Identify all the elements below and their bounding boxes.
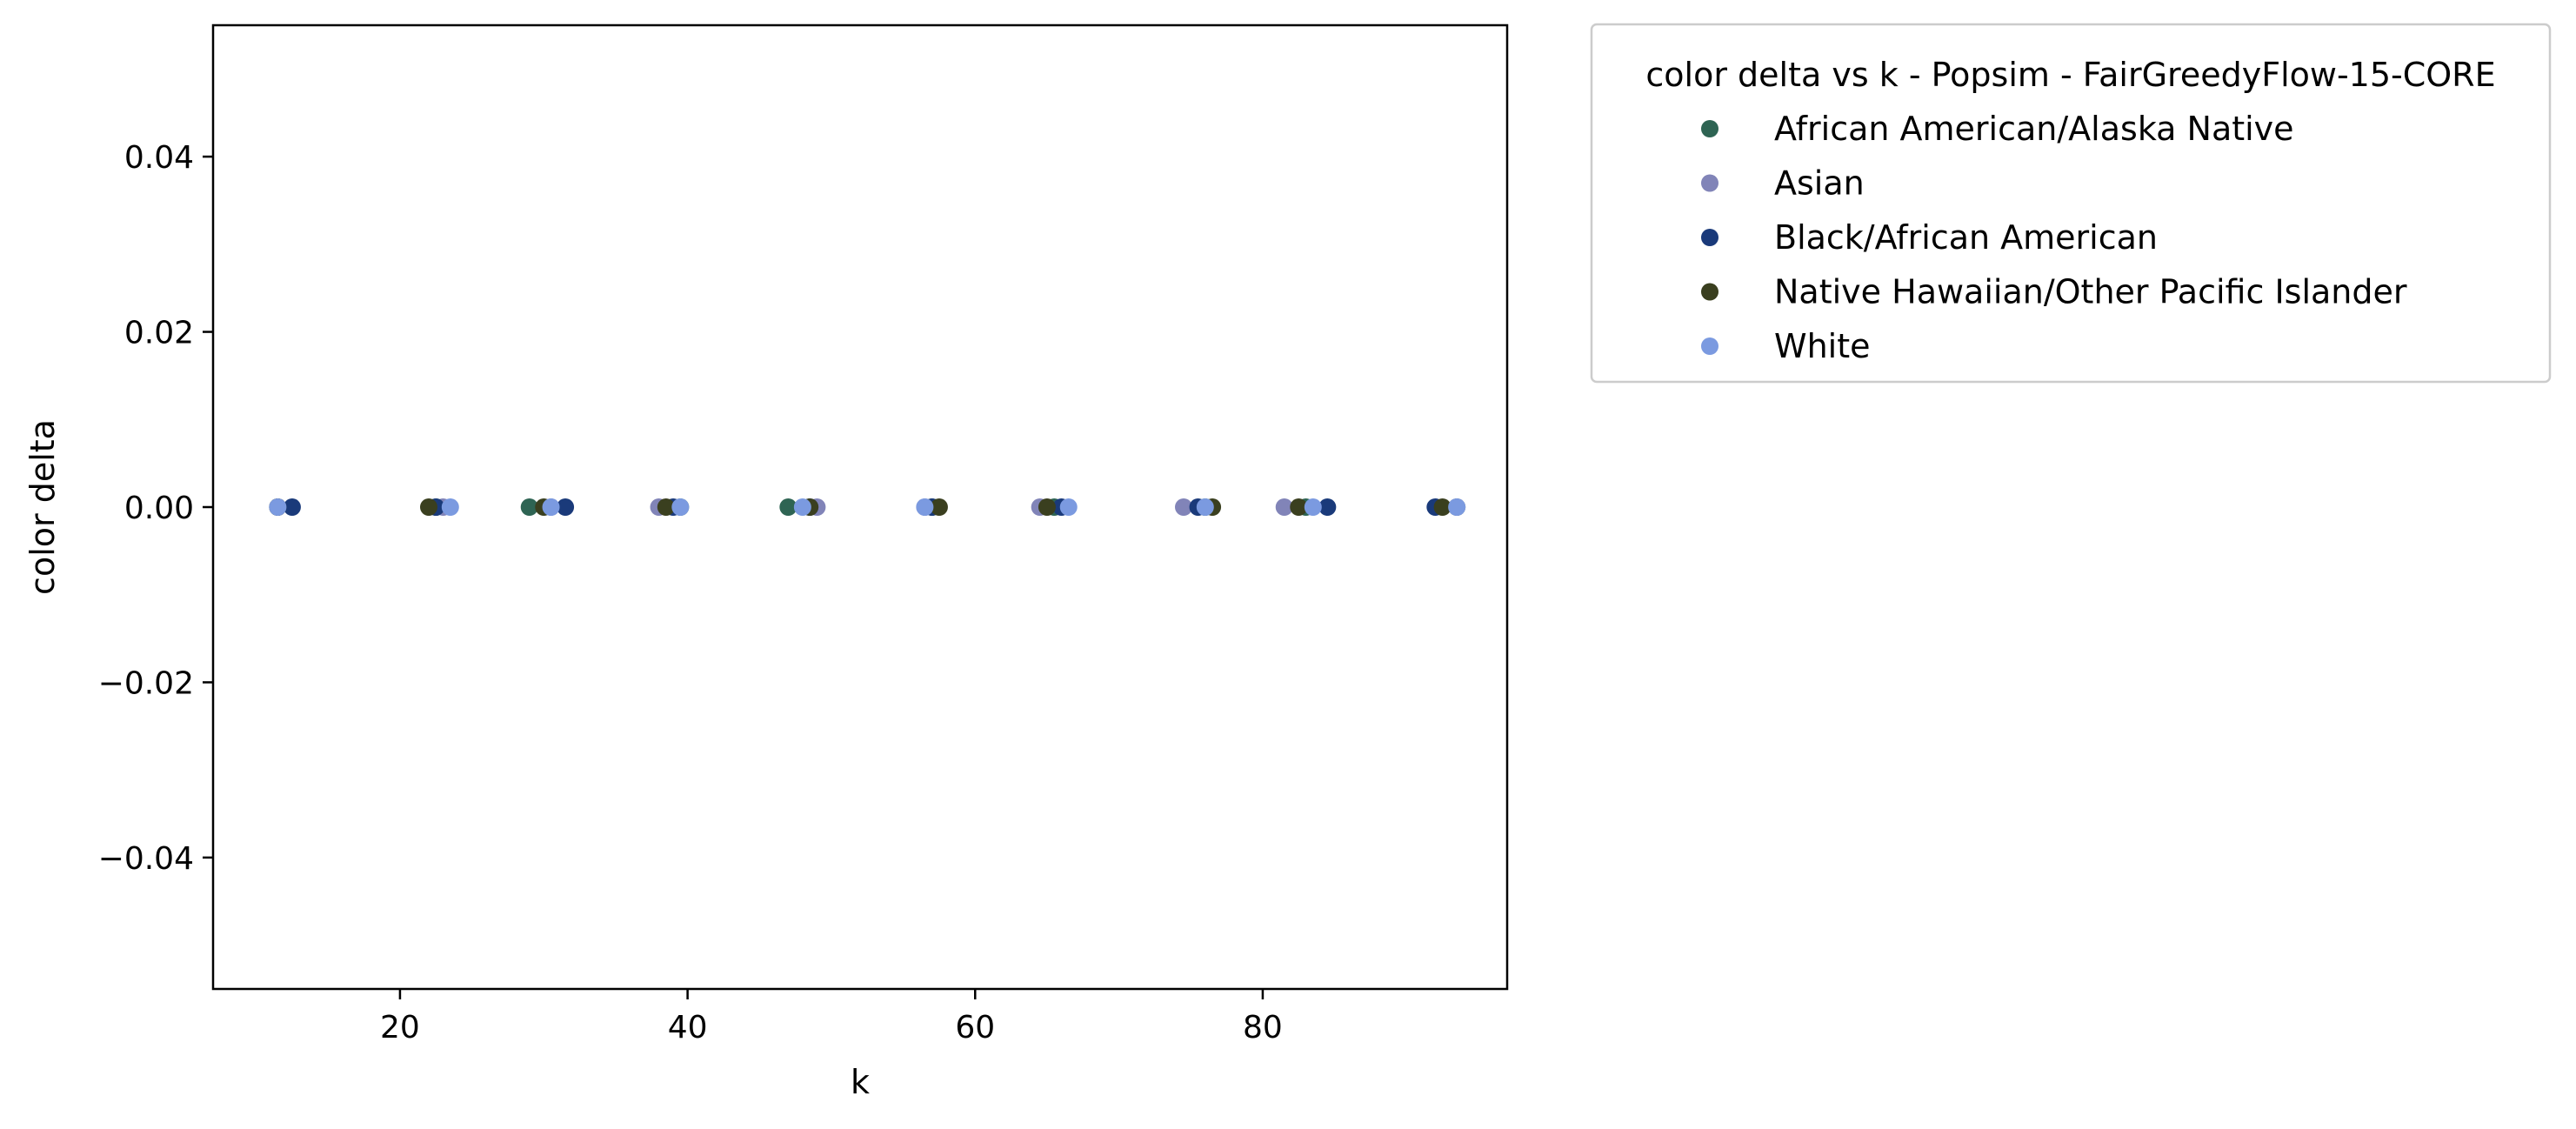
legend-entries: African American/Alaska Native Asian Black…: [1701, 110, 2407, 365]
y-tick-label: −0.02: [98, 665, 194, 701]
data-point: [269, 498, 287, 516]
legend-title: color delta vs k - Popsim - FairGreedyFl…: [1645, 56, 2495, 94]
x-axis-title: k: [851, 1063, 870, 1101]
legend-marker: [1701, 283, 1718, 301]
data-point: [779, 498, 797, 516]
legend-label: White: [1774, 327, 1871, 365]
legend-marker: [1701, 229, 1718, 246]
y-tick-label: 0.00: [124, 491, 194, 526]
data-point: [930, 498, 948, 516]
data-point: [1304, 498, 1322, 516]
x-tick-label: 80: [1243, 1010, 1283, 1045]
x-tick-label: 40: [668, 1010, 708, 1045]
y-tick-label: 0.04: [124, 140, 194, 176]
x-tick-label: 20: [380, 1010, 420, 1045]
data-point: [657, 498, 675, 516]
data-point: [1290, 498, 1308, 516]
legend-marker: [1701, 120, 1718, 137]
plot-area: [269, 498, 1466, 516]
y-axis: 0.04 0.02 0.00 −0.02 −0.04: [98, 140, 213, 877]
legend-marker: [1701, 174, 1718, 192]
data-point: [520, 498, 538, 516]
data-point: [441, 498, 459, 516]
legend-box: [1590, 23, 2552, 384]
data-point: [671, 498, 690, 516]
data-point: [1275, 498, 1293, 516]
series-4: [269, 498, 1466, 516]
x-tick-label: 60: [955, 1010, 995, 1045]
legend-marker: [1701, 337, 1718, 355]
data-point: [283, 498, 301, 516]
legend: color delta vs k - Popsim - FairGreedyFl…: [1590, 23, 2552, 384]
data-point: [916, 498, 934, 516]
data-point: [1196, 498, 1214, 516]
legend-label: Native Hawaiian/Other Pacific Islander: [1774, 273, 2407, 311]
data-point: [557, 498, 575, 516]
data-point: [1175, 498, 1192, 516]
data-point: [1318, 498, 1337, 516]
data-point: [1448, 498, 1466, 516]
data-point: [1059, 498, 1078, 516]
legend-label: Asian: [1774, 164, 1865, 203]
y-tick-label: 0.02: [124, 316, 194, 351]
data-point: [1038, 498, 1056, 516]
data-point: [542, 498, 560, 516]
y-axis-title: color delta: [23, 419, 62, 595]
data-point: [420, 498, 437, 516]
data-point: [793, 498, 811, 516]
legend-label: Black/African American: [1774, 218, 2158, 257]
x-axis: 20 40 60 80: [380, 989, 1283, 1045]
legend-label: African American/Alaska Native: [1774, 110, 2294, 148]
y-tick-label: −0.04: [98, 841, 194, 877]
data-point: [1433, 498, 1452, 516]
